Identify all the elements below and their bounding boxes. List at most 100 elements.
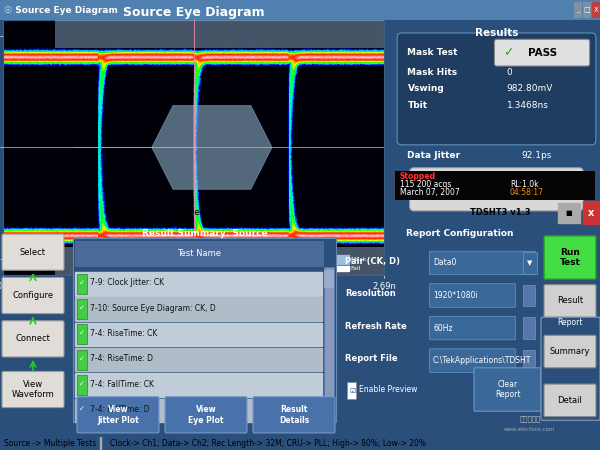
Bar (334, 266, 349, 271)
Bar (55, 247, 384, 274)
Text: Summary: Summary (550, 347, 590, 356)
Text: Data0: Data0 (433, 258, 457, 267)
FancyBboxPatch shape (544, 384, 596, 417)
Text: ✓: ✓ (79, 280, 85, 286)
Text: Refresh Rate: Refresh Rate (345, 322, 407, 331)
Text: ✓: ✓ (79, 381, 85, 387)
Text: Select: Select (20, 248, 46, 256)
Text: ✓: ✓ (79, 330, 85, 337)
FancyBboxPatch shape (430, 349, 515, 372)
Text: Result: Result (557, 297, 583, 306)
FancyBboxPatch shape (430, 284, 515, 307)
FancyBboxPatch shape (430, 251, 536, 274)
Text: 7-4: FallTime: D: 7-4: FallTime: D (90, 405, 149, 414)
Text: ■: ■ (566, 210, 572, 216)
Bar (558, 202, 580, 223)
Bar (324, 270, 334, 288)
Bar (75, 323, 322, 346)
Text: ✓: ✓ (503, 46, 513, 59)
FancyBboxPatch shape (253, 397, 335, 433)
Bar (77, 324, 87, 344)
FancyBboxPatch shape (494, 39, 590, 66)
Bar (77, 299, 87, 319)
Text: Mask Hits: Mask Hits (407, 68, 458, 77)
Bar (77, 400, 87, 420)
Text: View
Eye Plot: View Eye Plot (188, 405, 224, 424)
Text: 1.3468ns: 1.3468ns (507, 101, 549, 110)
Bar (100, 436, 101, 450)
Text: March 07, 2007: March 07, 2007 (400, 188, 460, 197)
Text: Full Screen: Full Screen (470, 184, 523, 194)
FancyBboxPatch shape (2, 277, 64, 314)
FancyBboxPatch shape (2, 321, 64, 357)
Text: Mask: Mask (350, 257, 366, 262)
Text: View
Jitter Plot: View Jitter Plot (97, 405, 139, 424)
Text: Data Jitter: Data Jitter (407, 150, 461, 159)
Bar (75, 241, 324, 266)
Text: Fail: Fail (350, 266, 361, 270)
Text: Connect: Connect (16, 334, 50, 343)
Text: ☉ Source Eye Diagram: ☉ Source Eye Diagram (4, 5, 118, 14)
Text: 7-10: Source Eye Diagram: CK, D: 7-10: Source Eye Diagram: CK, D (90, 304, 216, 313)
Bar (523, 285, 535, 306)
Bar (592, 2, 600, 18)
Text: 92.1ps: 92.1ps (521, 150, 552, 159)
Bar (77, 375, 87, 395)
Bar (73, 238, 336, 422)
Text: ✓: ✓ (79, 305, 85, 311)
Text: Run
Test: Run Test (560, 248, 580, 267)
Text: Result Summary: Source: Result Summary: Source (142, 229, 268, 238)
Text: Results: Results (116, 208, 149, 217)
Text: x: x (588, 207, 594, 218)
Bar (75, 272, 322, 296)
FancyBboxPatch shape (544, 285, 596, 317)
Text: ✓: ✓ (79, 406, 85, 412)
Text: 04:58:17: 04:58:17 (510, 188, 544, 197)
Text: Report File: Report File (345, 354, 398, 363)
Text: 115 200 acqs: 115 200 acqs (400, 180, 451, 189)
Polygon shape (152, 105, 272, 189)
Text: Utilities: Utilities (170, 208, 205, 217)
Text: ▼: ▼ (527, 260, 533, 266)
Text: Tbit: Tbit (407, 101, 428, 110)
Text: Source -> Multiple Tests: Source -> Multiple Tests (4, 439, 96, 448)
Bar (574, 2, 582, 18)
Text: 982.80mV: 982.80mV (507, 85, 553, 94)
Text: 7-4: FallTime: CK: 7-4: FallTime: CK (90, 380, 154, 389)
Text: ☑: ☑ (349, 388, 355, 394)
Bar (347, 382, 356, 399)
FancyBboxPatch shape (77, 397, 159, 433)
Text: Vswing: Vswing (407, 85, 444, 94)
Bar (583, 202, 600, 224)
Text: 60Hz: 60Hz (433, 324, 452, 333)
Text: www.elecfans.com: www.elecfans.com (504, 427, 556, 432)
Text: 7-9: Clock Jitter: CK: 7-9: Clock Jitter: CK (90, 279, 164, 288)
Text: ✓: ✓ (79, 356, 85, 362)
FancyBboxPatch shape (544, 335, 596, 368)
Text: Result
Details: Result Details (279, 405, 309, 424)
Bar (75, 297, 322, 321)
Text: □: □ (584, 7, 590, 13)
X-axis label: →  Time(s): → Time(s) (170, 292, 217, 302)
Text: View
Waveform: View Waveform (11, 380, 55, 399)
Bar (55, 20, 384, 48)
Bar (523, 317, 535, 339)
FancyBboxPatch shape (2, 371, 64, 408)
Bar (324, 266, 334, 418)
FancyBboxPatch shape (2, 234, 64, 270)
Text: C:\TekApplications\TDSHT: C:\TekApplications\TDSHT (433, 356, 532, 365)
Text: Clear
Report: Clear Report (495, 380, 521, 399)
FancyBboxPatch shape (165, 397, 247, 433)
Text: Help: Help (224, 208, 245, 217)
Text: _: _ (576, 7, 580, 13)
Bar (77, 350, 87, 369)
Bar (75, 373, 322, 397)
FancyBboxPatch shape (395, 158, 595, 213)
Text: Results: Results (475, 28, 518, 38)
Text: Resolution: Resolution (345, 289, 396, 298)
Text: Stopped: Stopped (400, 172, 436, 181)
Text: Clock-> Ch1; Data-> Ch2; Rec Length-> 32M; CRU-> PLL; High-> 80%; Low-> 20%: Clock-> Ch1; Data-> Ch2; Rec Length-> 32… (110, 439, 426, 448)
Text: 7-4: RiseTime: D: 7-4: RiseTime: D (90, 354, 153, 363)
Text: Mask Test: Mask Test (407, 48, 458, 57)
Text: Pair (CK, D): Pair (CK, D) (345, 256, 400, 266)
